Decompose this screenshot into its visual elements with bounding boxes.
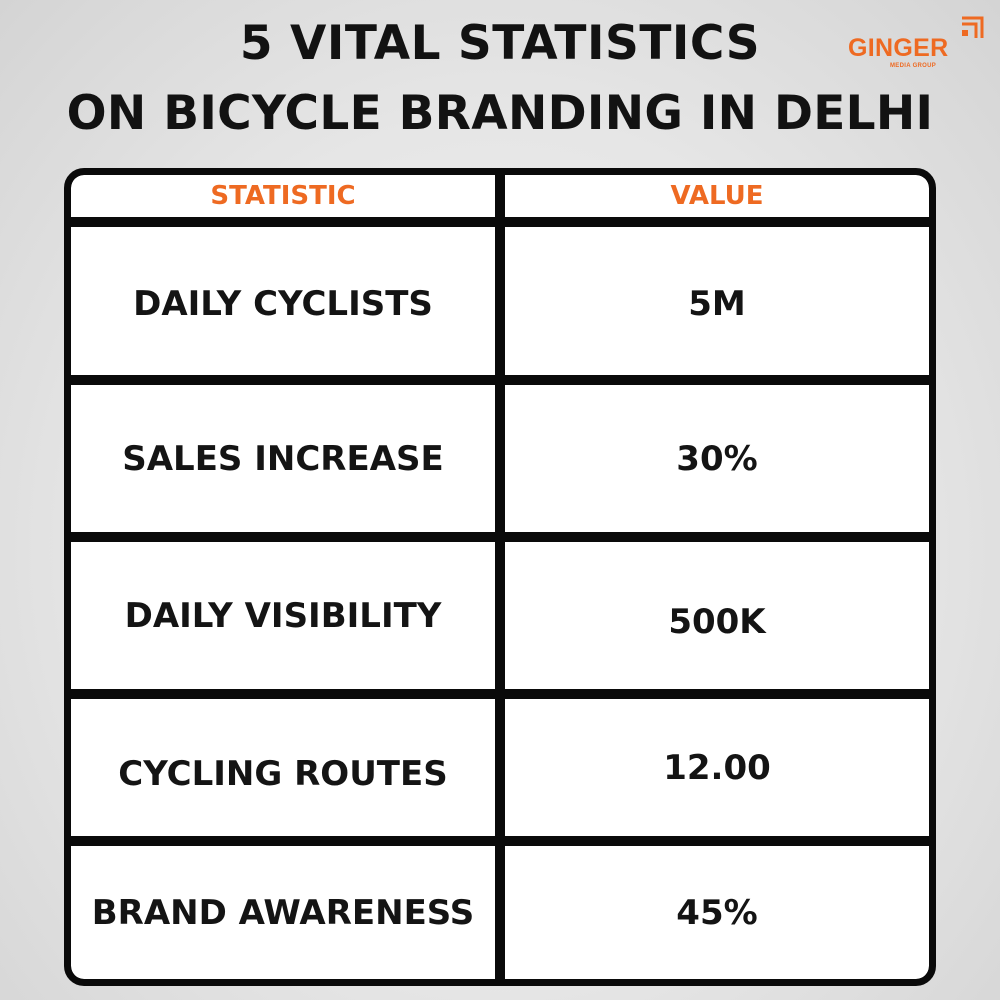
ginger-media-group-logo: GINGER MEDIA GROUP (848, 16, 988, 76)
logo-mark-icon (962, 16, 984, 38)
page-title-line-2: ON BICYCLE BRANDING IN DELHI (66, 86, 934, 141)
table-row-statistic: DAILY VISIBILITY (71, 542, 495, 689)
table-row-statistic: DAILY CYCLISTS (71, 227, 495, 375)
logo-wordmark: GINGER (848, 34, 949, 62)
table-row-value: 45% (505, 846, 929, 979)
statistics-table: STATISTIC VALUE DAILY CYCLISTS 5M SALES … (64, 168, 936, 986)
table-row-statistic: BRAND AWARENESS (71, 846, 495, 979)
logo-tagline: MEDIA GROUP (890, 63, 937, 69)
table-row-value: 12.00 (505, 699, 929, 836)
table-row-statistic: CYCLING ROUTES (71, 699, 495, 836)
table-row-value: 5M (505, 227, 929, 375)
table-row-value: 30% (505, 385, 929, 532)
page-title-line-1: 5 VITAL STATISTICS (239, 16, 761, 71)
table-row-value: 500K (505, 542, 929, 689)
table-row-statistic: SALES INCREASE (71, 385, 495, 532)
column-header-value: VALUE (505, 175, 929, 217)
column-header-statistic: STATISTIC (71, 175, 495, 217)
